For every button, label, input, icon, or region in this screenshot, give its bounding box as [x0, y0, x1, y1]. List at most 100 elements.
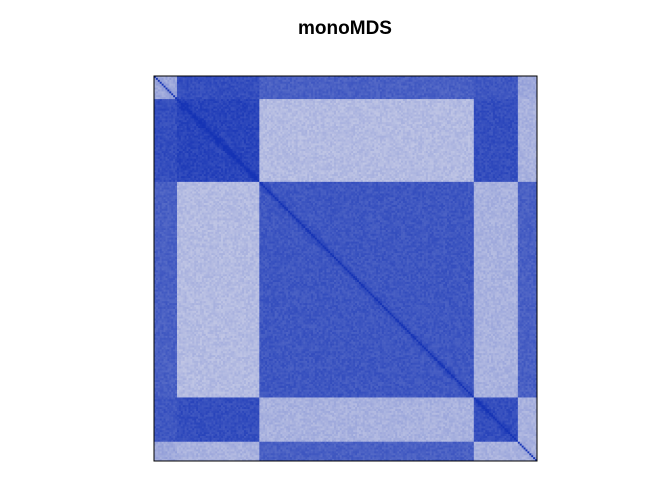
heatmap-cell: [383, 76, 387, 79]
heatmap-cell: [335, 93, 339, 96]
heatmap-cell: [180, 83, 184, 86]
heatmap-cell: [494, 83, 498, 86]
heatmap-cell: [221, 87, 224, 90]
heatmap-cell: [332, 77, 335, 81]
heatmap-cell: [477, 85, 480, 88]
heatmap-cell: [244, 95, 247, 98]
heatmap-cell: [198, 83, 201, 86]
heatmap-cell: [412, 83, 415, 86]
heatmap-cell: [347, 79, 350, 83]
heatmap-cell: [240, 76, 243, 79]
heatmap-cell: [525, 79, 528, 83]
heatmap-cell: [188, 85, 191, 88]
heatmap-cell: [462, 81, 465, 85]
heatmap-cell: [318, 91, 321, 94]
heatmap-cell: [533, 81, 536, 85]
heatmap-cell: [491, 93, 494, 96]
heatmap-cell: [356, 95, 360, 98]
heatmap-cell: [196, 87, 199, 90]
heatmap-cell: [454, 83, 457, 86]
heatmap-cell: [462, 89, 465, 92]
heatmap-cell: [251, 76, 254, 79]
heatmap-cell: [393, 79, 396, 83]
heatmap-cell: [221, 83, 224, 86]
heatmap-cell: [326, 79, 329, 83]
heatmap-cell: [512, 95, 515, 98]
heatmap-cell: [447, 93, 450, 96]
heatmap-cell: [322, 83, 325, 86]
heatmap-cell: [385, 93, 388, 96]
heatmap-cell: [383, 85, 387, 88]
heatmap-cell: [171, 89, 174, 92]
heatmap-cell: [510, 85, 513, 88]
heatmap-cell: [500, 81, 503, 85]
heatmap-cell: [289, 85, 293, 88]
heatmap-cell: [201, 91, 205, 94]
heatmap-cell: [270, 95, 274, 98]
heatmap-cell: [399, 89, 402, 92]
heatmap-cell: [447, 89, 450, 92]
heatmap-cell: [506, 76, 509, 79]
heatmap-cell: [479, 93, 482, 96]
heatmap-cell: [454, 89, 457, 92]
heatmap-cell: [253, 97, 256, 100]
heatmap-cell: [427, 85, 431, 88]
heatmap-cell: [469, 76, 473, 79]
heatmap-cell: [295, 81, 298, 85]
heatmap-cell: [485, 85, 488, 88]
heatmap-cell: [496, 87, 500, 90]
heatmap-cell: [314, 85, 318, 88]
heatmap-cell: [165, 97, 168, 100]
heatmap-cell: [222, 83, 226, 86]
heatmap-cell: [236, 95, 239, 98]
heatmap-cell: [295, 91, 298, 94]
heatmap-cell: [418, 89, 421, 92]
heatmap-cell: [257, 87, 260, 90]
heatmap-cell: [535, 77, 538, 81]
heatmap-cell: [297, 93, 300, 96]
heatmap-cell: [192, 77, 195, 81]
heatmap-cell: [458, 79, 461, 83]
heatmap-cell: [205, 87, 208, 90]
heatmap-cell: [364, 81, 367, 85]
heatmap-cell: [514, 79, 517, 83]
heatmap-cell: [366, 81, 369, 85]
heatmap-cell: [180, 89, 184, 92]
heatmap-cell: [205, 85, 208, 88]
heatmap-cell: [276, 87, 279, 90]
heatmap-cell: [397, 89, 400, 92]
heatmap-cell: [483, 95, 486, 98]
heatmap-cell: [274, 93, 277, 96]
heatmap-cell: [433, 81, 436, 85]
heatmap-cell: [441, 76, 444, 79]
heatmap-cell: [525, 83, 528, 86]
heatmap-cell: [276, 77, 279, 81]
heatmap-cell: [372, 87, 375, 90]
heatmap-cell: [169, 77, 172, 81]
heatmap-cell: [533, 79, 536, 83]
heatmap-cell: [504, 95, 507, 98]
heatmap-cell: [412, 87, 415, 90]
heatmap-cell: [242, 97, 245, 100]
heatmap-cell: [406, 76, 410, 79]
heatmap-cell: [462, 95, 465, 98]
heatmap-cell: [238, 85, 241, 88]
heatmap-cell: [458, 83, 461, 86]
heatmap-cell: [198, 77, 201, 81]
heatmap-cell: [379, 77, 383, 81]
heatmap-cell: [261, 93, 264, 96]
heatmap-cell: [404, 79, 408, 83]
heatmap-cell: [527, 79, 530, 83]
heatmap-cell: [510, 87, 513, 90]
heatmap-cell: [473, 83, 477, 86]
heatmap-cell: [475, 93, 478, 96]
heatmap-cell: [215, 97, 218, 100]
heatmap-cell: [420, 79, 423, 83]
heatmap-cell: [517, 85, 521, 88]
heatmap-cell: [435, 95, 438, 98]
heatmap-cell: [349, 89, 352, 92]
heatmap-cell: [475, 81, 478, 85]
heatmap-cell: [399, 79, 402, 83]
heatmap-cell: [217, 85, 220, 88]
